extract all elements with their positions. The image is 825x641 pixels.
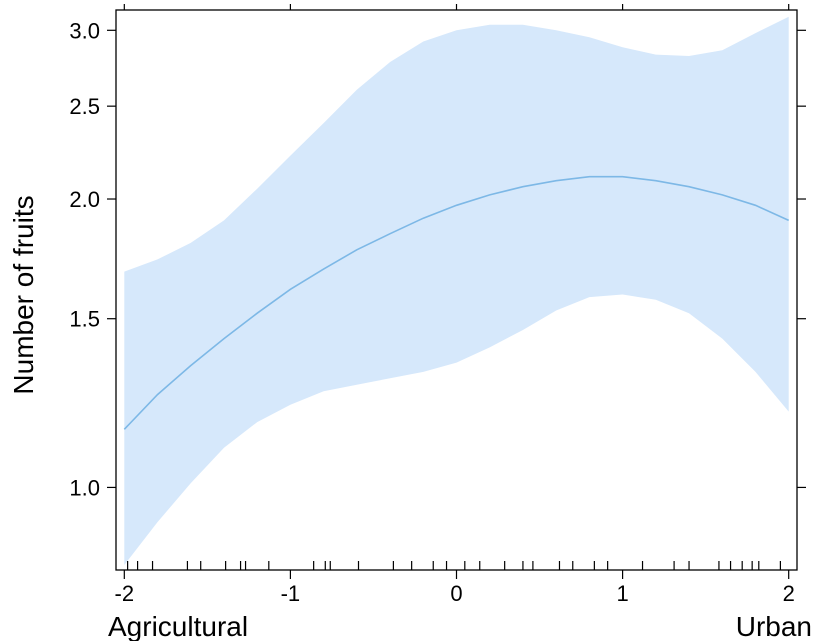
x-end-label-right: Urban bbox=[736, 611, 812, 641]
x-tick-label: 1 bbox=[616, 581, 628, 606]
x-axis-ticks: -2 -1 0 1 2 bbox=[115, 4, 795, 606]
x-end-label-left: Agricultural bbox=[108, 611, 248, 641]
y-tick-label: 2.0 bbox=[69, 187, 100, 212]
y-tick-label: 1.0 bbox=[69, 475, 100, 500]
confidence-band bbox=[124, 16, 789, 565]
x-tick-label: 2 bbox=[783, 581, 795, 606]
y-axis-ticks: 1.0 1.5 2.0 2.5 3.0 bbox=[69, 18, 806, 500]
x-tick-label: -1 bbox=[281, 581, 301, 606]
y-tick-label: 2.5 bbox=[69, 94, 100, 119]
y-tick-label: 1.5 bbox=[69, 307, 100, 332]
x-tick-label: 0 bbox=[450, 581, 462, 606]
y-tick-label: 3.0 bbox=[69, 18, 100, 43]
fitted-line bbox=[123, 175, 790, 430]
x-tick-label: -2 bbox=[115, 581, 135, 606]
rug-layer bbox=[127, 561, 781, 570]
plot-layer bbox=[123, 16, 790, 565]
y-axis-title: Number of fruits bbox=[8, 195, 39, 394]
